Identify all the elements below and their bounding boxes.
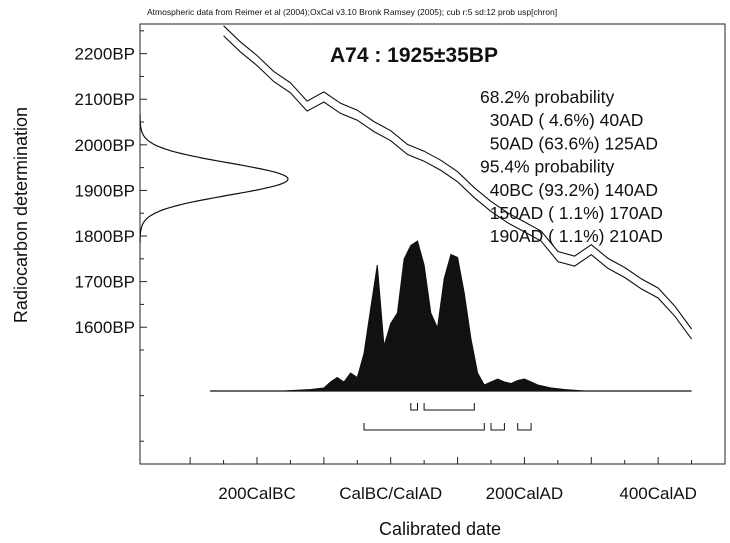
y-axis-ticks: 2200BP 2100BP 2000BP 1900BP 1800BP 1700BP 1600… <box>75 30 147 442</box>
calibration-curve-lower <box>223 35 693 340</box>
x-tick-label: CalBC/CalAD <box>339 484 442 503</box>
probability-line: 50AD (63.6%) 125AD <box>480 133 658 153</box>
y-tick-label: 1700BP <box>75 273 136 292</box>
probability-summary: 68.2% probability 30AD ( 4.6%) 40AD 50AD… <box>480 87 663 246</box>
plot-frame <box>139 23 726 465</box>
y-tick-label: 1600BP <box>75 318 136 337</box>
probability-line: 95.4% probability <box>480 157 614 177</box>
y-tick-label: 2000BP <box>75 136 136 155</box>
range-95-bracket <box>363 423 485 431</box>
header-note: Atmospheric data from Reimer et al (2004… <box>147 7 557 17</box>
probability-line: 68.2% probability <box>480 87 614 107</box>
y-tick-label: 1900BP <box>75 181 136 200</box>
y-axis-title: Radiocarbon determination <box>11 107 31 323</box>
x-axis-title: Calibrated date <box>379 519 501 539</box>
calibration-curve-band <box>223 25 693 340</box>
range-95-bracket <box>517 423 532 431</box>
calibration-curve-upper <box>223 25 693 330</box>
y-tick-label: 2200BP <box>75 45 136 64</box>
x-tick-label: 200CalBC <box>218 484 296 503</box>
probability-range-brackets <box>363 403 532 431</box>
x-axis-ticks: 200CalBC CalBC/CalAD 200CalAD 400CalAD <box>189 457 697 503</box>
probability-line: 40BC (93.2%) 140AD <box>480 180 658 200</box>
probability-line: 30AD ( 4.6%) 40AD <box>480 110 643 130</box>
probability-line: 190AD ( 1.1%) 210AD <box>480 226 663 246</box>
probability-line: 150AD ( 1.1%) 170AD <box>480 203 663 223</box>
range-68-bracket <box>410 403 418 411</box>
range-95-bracket <box>490 423 505 431</box>
y-tick-label: 1800BP <box>75 227 136 246</box>
range-68-bracket <box>423 403 475 411</box>
y-tick-label: 2100BP <box>75 90 136 109</box>
x-tick-label: 400CalAD <box>619 484 697 503</box>
radiocarbon-measurement-curve <box>139 115 289 243</box>
posterior-distribution <box>210 240 692 392</box>
x-tick-label: 200CalAD <box>486 484 564 503</box>
chart-title: A74 : 1925±35BP <box>330 44 498 67</box>
